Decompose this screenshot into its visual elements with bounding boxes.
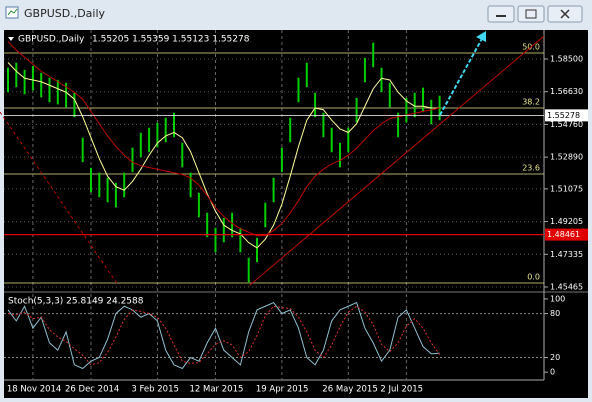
y-tick-label: 1.52890: [550, 153, 583, 162]
trend-line: [249, 35, 545, 286]
fib-label: 0.0: [527, 273, 540, 282]
y-tick-label: 100: [550, 294, 565, 303]
moving-average: [7, 62, 440, 249]
x-tick-label: 2 Jul 2015: [380, 385, 423, 395]
price-box: [545, 109, 588, 122]
chart-title: GBPUSD.,Daily: [18, 35, 85, 45]
stoch-line: [7, 301, 440, 370]
y-tick-label: 1.45465: [550, 283, 583, 292]
y-tick-label: 1.49205: [550, 217, 583, 226]
fib-label: 23.6: [522, 164, 540, 173]
x-tick-label: 18 Nov 2014: [7, 385, 61, 395]
chart-menu-triangle: [8, 37, 14, 41]
x-tick-label: 12 Mar 2015: [190, 385, 244, 395]
x-tick-label: 19 Apr 2015: [256, 385, 309, 395]
price-box: [545, 228, 588, 241]
y-tick-label: 20: [550, 353, 560, 362]
y-tick-label: 1.51075: [550, 184, 583, 193]
y-tick-label: 1.58500: [550, 55, 583, 64]
y-tick-label: 0: [550, 368, 555, 377]
arrow-line: [439, 34, 485, 116]
close-glyph: [560, 9, 570, 19]
moving-average: [7, 41, 440, 237]
stoch-line: [7, 305, 441, 366]
chart-quote: 1.55205 1.55359 1.55123 1.55278: [92, 35, 250, 45]
price-box-label: 1.55278: [547, 111, 580, 120]
maximize-glyph: [525, 9, 537, 19]
window-icon-glyph: [7, 8, 18, 16]
y-tick-label: 1.47335: [550, 250, 583, 259]
y-tick-label: 80: [550, 309, 560, 318]
x-tick-label: 3 Feb 2015: [131, 385, 179, 395]
x-tick-label: 26 May 2015: [322, 385, 377, 395]
window-icon: [5, 6, 19, 19]
maximize-button[interactable]: [517, 5, 545, 23]
minimize-button[interactable]: [487, 5, 515, 23]
plot: 1.58500 1.56630 1.54760 1.52890 1.51075 1.492…: [4, 30, 588, 395]
price-box-label: 1.48461: [547, 230, 580, 239]
fib-label: 38.2: [522, 98, 540, 107]
stoch-title: Stoch(5,3,3) 25.8149 24.2588: [8, 297, 144, 307]
window-title: GBPUSD.,Daily: [24, 7, 106, 20]
x-tick-label: 26 Dec 2014: [65, 385, 119, 395]
chart-area: [4, 30, 588, 398]
arrow-head: [476, 31, 486, 42]
y-tick-label: 1.56630: [550, 87, 583, 96]
y-tick-label: 1.54760: [550, 120, 583, 129]
trend-line-dotted: [0, 111, 119, 286]
